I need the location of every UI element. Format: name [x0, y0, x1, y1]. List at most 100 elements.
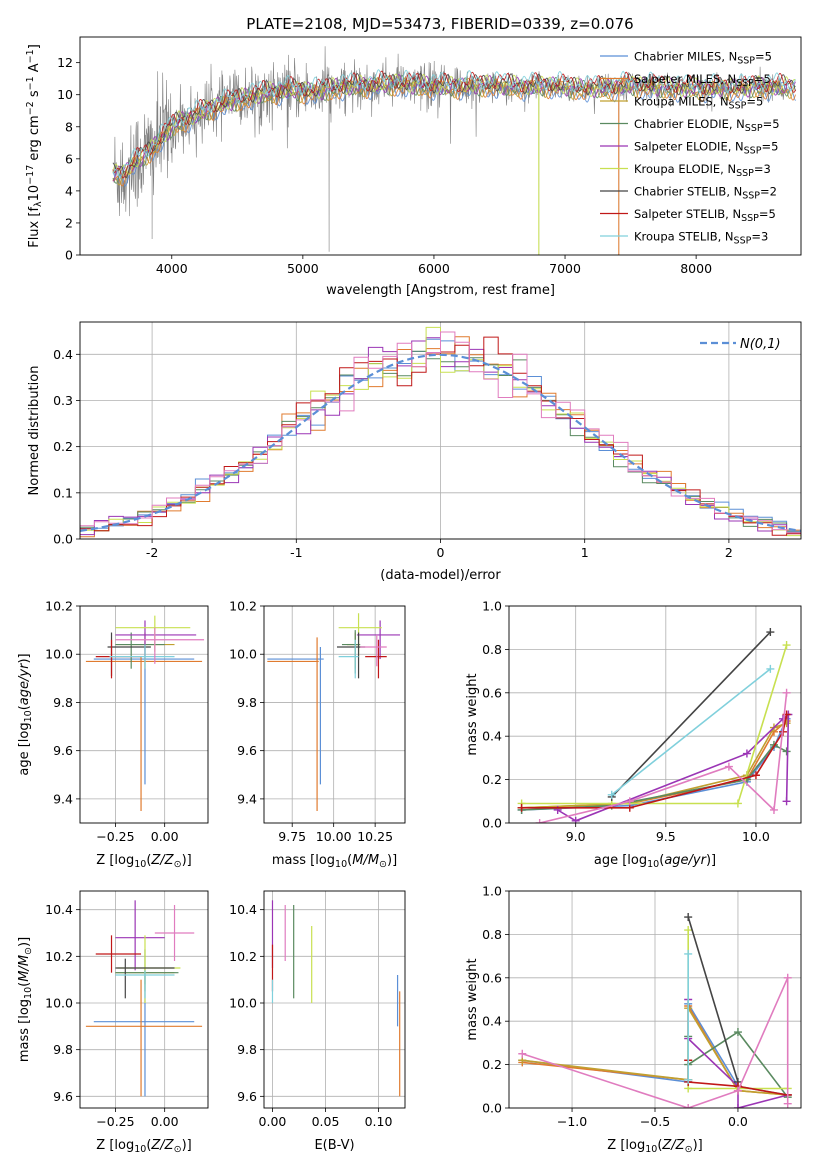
label-part: (: [17, 982, 32, 987]
weight-marker: [742, 749, 751, 758]
y-tick-label: 0.4: [482, 1014, 502, 1029]
y-tick-label: 9.8: [237, 695, 257, 710]
y-tick-label: 9.6: [237, 743, 257, 758]
label-part: =5: [754, 72, 771, 86]
plot-area: [517, 628, 793, 823]
y-tick-label: 9.8: [53, 695, 73, 710]
y-tick-label: 9.6: [53, 1089, 73, 1104]
y-tick-label: 8: [65, 119, 73, 134]
weight-marker: [751, 771, 760, 780]
label-part: age/yr: [664, 853, 707, 868]
label-part: −1: [25, 49, 36, 63]
label-part: age [log: [17, 722, 32, 775]
y-tick-label: 0.8: [482, 927, 502, 942]
x-tick-label: 7000: [549, 261, 581, 276]
label-part: (: [657, 1138, 662, 1153]
weight-marker: [733, 1028, 742, 1037]
y-axis-label: Flux [fλ​10−17​ erg cm−2​ s−1​ A−1​]: [25, 44, 44, 248]
x-axis-label: E(B-V): [314, 1138, 354, 1153]
x-tick-label: 0.10: [365, 1114, 393, 1129]
label-part: s: [27, 90, 42, 101]
y-tick-label: 0.1: [53, 485, 73, 500]
weight-marker: [684, 949, 693, 958]
y-tick-label: 0.6: [482, 685, 502, 700]
weight-marker: [535, 819, 544, 823]
x-tick-label: 1: [581, 545, 589, 560]
x-axis-label: age [log10​(age/yr)]: [594, 853, 716, 870]
label-part: )]: [17, 937, 32, 947]
weight-marker: [766, 628, 775, 637]
weight-marker: [517, 803, 526, 812]
legend-label: N(0,1): [740, 337, 781, 352]
label-part: Z/Z: [661, 1138, 685, 1153]
label-part: Z [log: [96, 1138, 134, 1153]
label-part: 10: [27, 185, 42, 202]
y-tick-label: 0.3: [53, 393, 73, 408]
y-tick-label: 0.2: [482, 772, 502, 787]
axes-frame: [79, 890, 209, 1109]
x-axis-label: wavelength [Angstrom, rest frame]: [326, 283, 555, 298]
plot-area: [85, 615, 205, 811]
y-tick-label: 10.0: [229, 996, 257, 1011]
label-part: 10: [647, 859, 659, 870]
x-axis-label: Z [log10​(Z/Z⊙​)]: [96, 853, 191, 870]
x-axis-label: Z [log10​(Z/Z⊙​)]: [607, 1138, 702, 1155]
y-tick-label: 2: [65, 215, 73, 230]
label-part: erg cm: [27, 115, 42, 164]
weight-marker: [724, 762, 733, 771]
label-part: Z [log: [607, 1138, 645, 1153]
label-part: =3: [751, 230, 768, 244]
axes-frame: [79, 605, 209, 824]
x-tick-label: 0.05: [312, 1114, 340, 1129]
label-part: Z [log: [96, 853, 134, 868]
label-part: SSP: [734, 236, 752, 247]
axes-frame: [508, 605, 802, 824]
y-tick-label: 0.4: [53, 347, 73, 362]
x-tick-label: 0: [437, 545, 445, 560]
label-part: ⊙: [23, 947, 34, 955]
label-part: =5: [759, 207, 776, 221]
label-part: )]: [182, 1138, 192, 1153]
label-part: A: [27, 63, 42, 76]
spectrum-panel: 4000 5000 6000 7000 8000 0 2 4 6 8 10 12 wavelength …: [25, 36, 802, 298]
weight-marker: [782, 747, 791, 756]
label-part: ⊙: [174, 859, 182, 870]
label-part: Flux [f: [27, 207, 42, 248]
y-tick-label: 9.4: [237, 791, 257, 806]
label-part: SSP: [729, 101, 747, 112]
y-tick-label: 0.0: [482, 1101, 502, 1116]
y-tick-label: 9.6: [53, 743, 73, 758]
y-tick-label: 10.4: [45, 902, 73, 917]
label-part: Chabrier STELIB, N: [634, 185, 742, 199]
label-part: Z/Z: [150, 853, 174, 868]
x-tick-label: −1.0: [557, 1114, 587, 1129]
weight-marker: [783, 1099, 792, 1108]
label-part: =3: [754, 162, 771, 176]
y-tick-label: 9.8: [237, 1042, 257, 1057]
x-tick-label: −0.5: [640, 1114, 670, 1129]
legend-label: Salpeter ELODIE, NSSP​=5: [634, 140, 778, 157]
x-tick-label: −0.25: [96, 1114, 134, 1129]
plot-area: [80, 326, 801, 538]
plot-area: [112, 46, 796, 255]
label-part: mass [log: [17, 999, 32, 1062]
x-tick-label: 5000: [287, 261, 319, 276]
x-tick-label: 0.00: [151, 829, 179, 844]
label-part: age [log: [594, 853, 647, 868]
label-part: M/M: [17, 955, 32, 982]
label-part: 10: [645, 1144, 657, 1155]
label-part: mass [log: [272, 853, 335, 868]
legend-label: Salpeter MILES, NSSP​=5: [634, 72, 771, 89]
legend-label: Salpeter STELIB, NSSP​=5: [634, 207, 776, 224]
y-tick-label: 1.0: [482, 599, 502, 614]
normal-curve: [80, 353, 801, 532]
y-tick-label: 10.0: [45, 996, 73, 1011]
label-part: =2: [760, 185, 777, 199]
label-part: SSP: [736, 78, 754, 89]
residuals-panel: -2 -1 0 1 2 0.0 0.1 0.2 0.3 0.4 (data-model)/error…: [27, 321, 802, 583]
weight-line: [521, 644, 788, 805]
label-part: =5: [761, 140, 778, 154]
y-tick-label: 12: [57, 55, 73, 70]
y-tick-label: 10.0: [229, 647, 257, 662]
y-tick-label: 0.8: [482, 642, 502, 657]
